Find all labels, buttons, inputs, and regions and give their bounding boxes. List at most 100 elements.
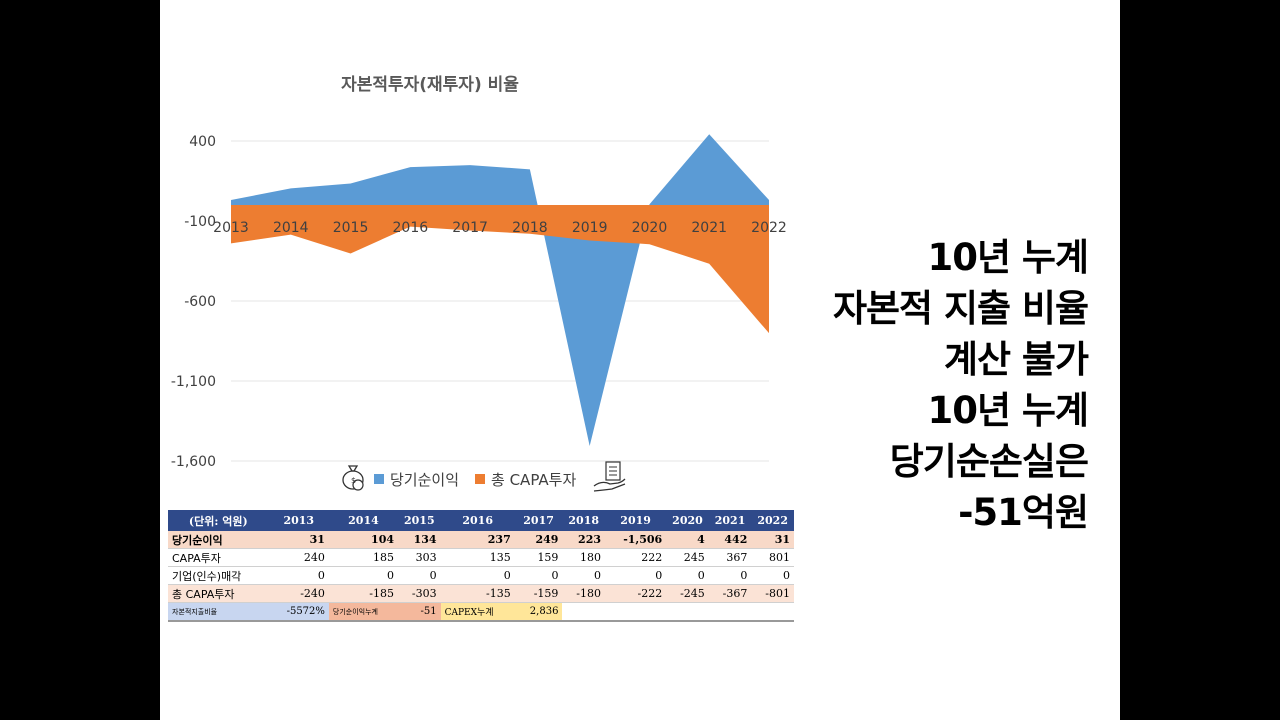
y-tick-label: 400 [189,134,216,150]
caption-line: -51억원 [958,491,1089,534]
table-cell: 159 [514,548,563,567]
table-cell: -135 [440,584,515,603]
table-year-header: 2017 [514,510,563,531]
caption-line: 계산 불가 [943,338,1089,381]
table-cell: -240 [268,584,329,603]
x-tick-label: 2018 [512,220,548,236]
x-tick-label: 2017 [452,220,488,236]
table-row: 당기순이익 31 104 134 237 249 223 -1,506 4 442 31 [168,531,794,549]
row-label: 기업(인수)매각 [168,566,269,585]
table-cell: -1,506 [605,531,667,549]
table-row: 총 CAPA투자 -240 -185 -303 -135 -159 -180 -222 -245… [168,584,794,603]
table-cell: 249 [514,531,563,549]
table-cell: 0 [328,566,399,585]
area-series-profit [231,134,769,446]
x-tick-label: 2020 [632,220,668,236]
table-cell: -159 [514,584,563,603]
money-bag-icon: $ [338,462,368,496]
chart-title: 자본적투자(재투자) 비율 [341,75,519,95]
table-year-header: 2022 [751,510,794,531]
x-tick-label: 2022 [751,220,787,236]
summary-empty-cell [562,602,606,622]
svg-text:$: $ [351,476,356,485]
table-year-header: 2013 [268,510,329,531]
row-label: CAPA투자 [168,548,269,567]
caption-line: 10년 누계 [927,236,1090,279]
x-tick-label: 2014 [273,220,309,236]
legend-swatch-profit [374,474,384,484]
table-cell: 442 [708,531,752,549]
row-label: 당기순이익 [168,531,269,549]
slide: 자본적투자(재투자) 비율 400 -100 -600 -1,100 -1,600 201… [160,0,1120,720]
summary-row: 자본적지출비율 -5572% 당기순이익누계 -51 CAPEX누계 2,836 [168,602,794,622]
table-cell: 0 [666,566,709,585]
y-tick-label: -600 [184,294,216,310]
table-cell: 0 [708,566,752,585]
table-cell: 0 [514,566,563,585]
profit-total-value: -51 [398,602,441,622]
table-year-header: 2020 [666,510,709,531]
caption-overlay: 10년 누계 자본적 지출 비율 계산 불가 10년 누계 당기순손실은 -51억원 [832,232,1090,538]
legend-swatch-capa [475,474,486,484]
summary-empty-cell [708,602,752,622]
caption-line: 10년 누계 [927,389,1090,432]
table-cell: -367 [708,584,752,603]
capex-total-value: 2,836 [514,602,563,622]
table-cell: 801 [751,548,794,567]
area-series-capa [231,205,769,334]
summary-empty-cell [605,602,667,622]
y-tick-label: -1,600 [171,454,216,470]
table-cell: 185 [328,548,399,567]
table-cell: 0 [440,566,515,585]
table-cell: -801 [751,584,794,603]
summary-empty-cell [751,602,794,622]
profit-total-label: 당기순이익누계 [328,602,399,622]
table-cell: 0 [605,566,667,585]
table-cell: 180 [562,548,606,567]
row-label: 총 CAPA투자 [168,584,269,603]
chart-legend: $ 당기순이익 총 CAPA투자 [338,460,628,498]
table-row: 기업(인수)매각 0 0 0 0 0 0 0 0 0 0 [168,566,794,585]
area-chart: 400 -100 -600 -1,100 -1,600 2013 2014 2015 2016 2… [171,134,787,470]
table-cell: 223 [562,531,606,549]
table-cell: 0 [751,566,794,585]
table-cell: 367 [708,548,752,567]
table-cell: 104 [328,531,399,549]
table-cell: 135 [440,548,515,567]
table-cell: 237 [440,531,515,549]
caption-line: 자본적 지출 비율 [832,287,1089,330]
hand-documents-icon [592,460,628,498]
legend-label-profit: 당기순이익 [390,470,460,489]
x-tick-label: 2015 [333,220,369,236]
table-cell: -180 [562,584,606,603]
table-cell: 4 [666,531,709,549]
y-tick-label: -1,100 [171,374,216,390]
table-year-header: 2018 [562,510,606,531]
table-cell: 240 [268,548,329,567]
table-year-header: 2019 [605,510,667,531]
table-cell: 303 [398,548,441,567]
table-cell: 245 [666,548,709,567]
caption-line: 당기순손실은 [889,440,1089,483]
table-cell: -245 [666,584,709,603]
data-table: (단위: 억원) 2013 2014 2015 2016 2017 2018 2019 2020… [168,510,794,622]
table-cell: 31 [268,531,329,549]
table-row: CAPA투자 240 185 303 135 159 180 222 245 367 801 [168,548,794,567]
table-cell: 0 [398,566,441,585]
table-year-header: 2021 [708,510,752,531]
y-tick-label: -100 [184,214,216,230]
table-cell: 0 [562,566,606,585]
table-cell: 0 [268,566,329,585]
summary-empty-cell [666,602,709,622]
legend-label-capa: 총 CAPA투자 [491,470,577,489]
table-cell: 31 [751,531,794,549]
x-tick-label: 2016 [393,220,429,236]
table-year-header: 2016 [440,510,515,531]
table-cell: -222 [605,584,667,603]
ratio-value: -5572% [268,602,329,622]
x-tick-label: 2021 [691,220,727,236]
x-tick-label: 2019 [572,220,608,236]
legend-item-capa: 총 CAPA투자 [475,469,576,490]
table-cell: 134 [398,531,441,549]
capex-total-label: CAPEX누계 [440,602,515,622]
